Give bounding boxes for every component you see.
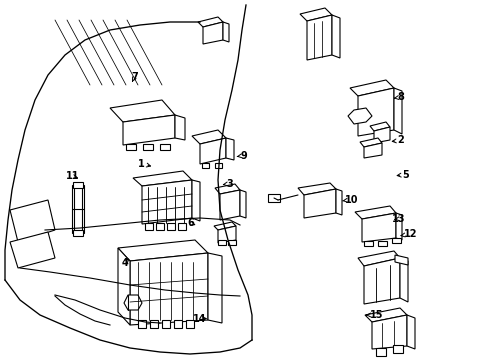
Text: 10: 10 <box>342 195 358 205</box>
Polygon shape <box>118 240 207 261</box>
Polygon shape <box>363 258 399 304</box>
Polygon shape <box>399 258 407 302</box>
Text: 4: 4 <box>121 258 128 268</box>
Bar <box>73 230 83 236</box>
Bar <box>391 238 400 243</box>
Polygon shape <box>371 315 406 349</box>
Polygon shape <box>220 190 240 220</box>
Polygon shape <box>130 253 207 325</box>
Bar <box>178 223 185 230</box>
Polygon shape <box>225 138 234 160</box>
Polygon shape <box>175 115 184 140</box>
Bar <box>126 144 136 150</box>
Polygon shape <box>393 88 401 134</box>
Polygon shape <box>363 143 381 158</box>
Polygon shape <box>361 213 395 242</box>
Polygon shape <box>395 213 401 240</box>
Polygon shape <box>304 189 335 218</box>
Polygon shape <box>364 308 406 322</box>
Polygon shape <box>331 15 339 58</box>
Polygon shape <box>369 122 389 131</box>
Text: 14: 14 <box>192 314 206 324</box>
Bar <box>215 163 222 168</box>
Polygon shape <box>373 127 389 143</box>
Polygon shape <box>123 115 175 145</box>
Polygon shape <box>10 232 55 268</box>
Polygon shape <box>223 22 228 42</box>
Polygon shape <box>394 255 407 265</box>
Polygon shape <box>299 8 331 21</box>
Bar <box>138 320 146 328</box>
Bar <box>375 348 385 356</box>
Polygon shape <box>335 189 341 215</box>
Bar <box>142 144 153 150</box>
Text: 1: 1 <box>138 159 150 169</box>
Bar <box>156 223 163 230</box>
Polygon shape <box>214 222 236 230</box>
Polygon shape <box>118 248 130 325</box>
Bar <box>160 144 170 150</box>
Polygon shape <box>207 253 222 323</box>
Text: 8: 8 <box>394 92 404 102</box>
Bar <box>174 320 182 328</box>
Polygon shape <box>306 15 331 60</box>
Bar <box>150 320 158 328</box>
Bar <box>145 223 153 230</box>
Polygon shape <box>10 200 55 242</box>
Polygon shape <box>142 180 192 224</box>
Polygon shape <box>200 138 225 164</box>
Bar <box>167 223 175 230</box>
Polygon shape <box>357 88 393 136</box>
Text: 15: 15 <box>366 310 383 320</box>
Polygon shape <box>192 130 225 144</box>
Bar <box>392 345 402 353</box>
Bar <box>185 320 194 328</box>
Polygon shape <box>354 206 395 219</box>
Polygon shape <box>406 315 414 349</box>
Bar <box>227 240 236 245</box>
Text: 9: 9 <box>237 150 246 161</box>
Polygon shape <box>347 108 371 124</box>
Text: 12: 12 <box>400 229 417 239</box>
Text: 2: 2 <box>391 135 404 145</box>
Polygon shape <box>357 251 399 266</box>
Polygon shape <box>124 295 142 310</box>
Text: 5: 5 <box>396 170 408 180</box>
Polygon shape <box>349 80 393 96</box>
Polygon shape <box>133 171 192 186</box>
Bar <box>363 241 372 246</box>
Polygon shape <box>218 226 236 243</box>
Text: 13: 13 <box>391 214 405 224</box>
Polygon shape <box>192 180 200 221</box>
Text: 11: 11 <box>65 171 79 181</box>
Polygon shape <box>110 100 175 122</box>
Polygon shape <box>215 184 240 194</box>
Text: 3: 3 <box>223 179 233 189</box>
Bar <box>202 163 208 168</box>
Bar <box>73 182 83 188</box>
Text: 7: 7 <box>131 72 138 82</box>
Text: 6: 6 <box>187 218 194 228</box>
Bar <box>377 241 386 246</box>
Bar <box>267 194 280 202</box>
Bar <box>74 187 82 231</box>
Polygon shape <box>240 190 245 218</box>
Bar <box>218 240 225 245</box>
Bar <box>72 185 84 233</box>
Polygon shape <box>359 138 381 147</box>
Bar <box>162 320 170 328</box>
Polygon shape <box>297 183 335 195</box>
Polygon shape <box>198 17 223 27</box>
Polygon shape <box>203 22 223 44</box>
